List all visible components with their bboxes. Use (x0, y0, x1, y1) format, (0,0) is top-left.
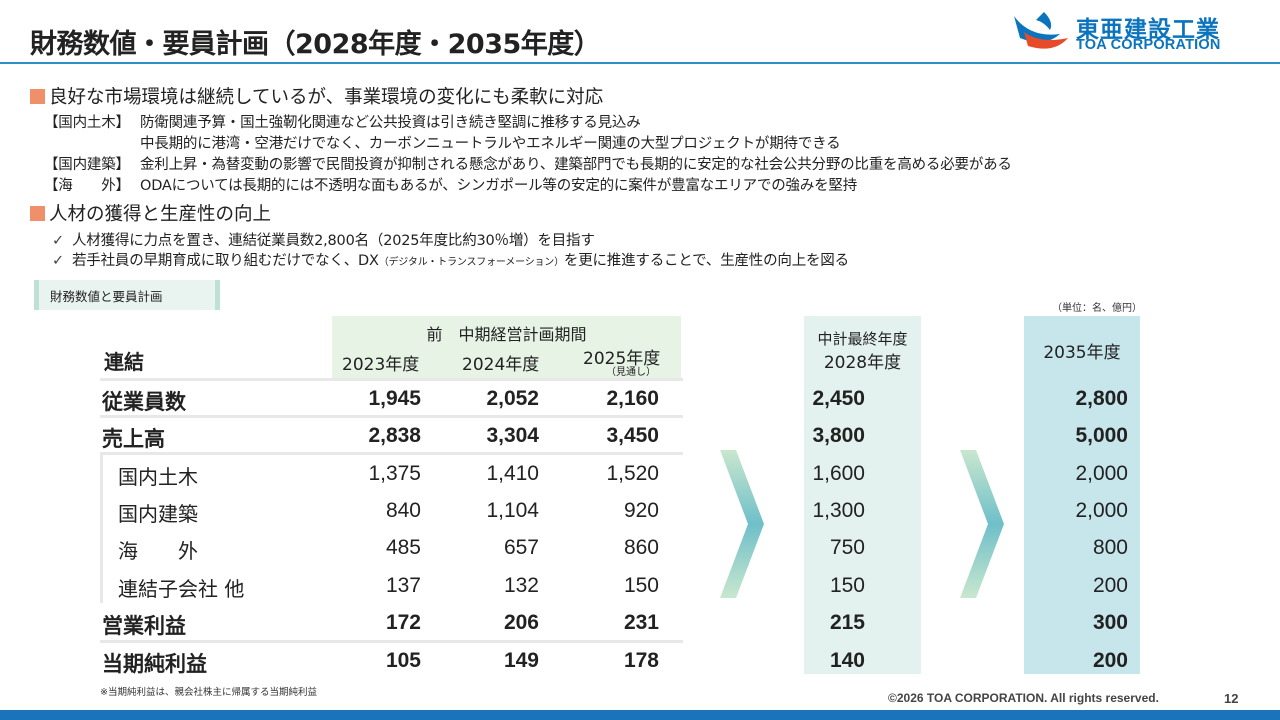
talent-item-hiring: ✓ 人材獲得に力点を置き、連結従業員数2,800名（2025年度比約30％増）を目… (52, 233, 595, 249)
table-row-civil: 国内土木 1,375 1,410 1,520 1,600 2,000 (118, 462, 1128, 489)
chevron-right-icon (960, 450, 1004, 598)
company-logo: 東亜建設工業 TOA CORPORATION (1010, 8, 1250, 58)
column-bg-2035 (1024, 316, 1140, 674)
logo-english-name: TOA CORPORATION (1076, 37, 1221, 53)
copyright: ©2026 TOA CORPORATION. All rights reserv… (888, 691, 1159, 705)
table-tag: 財務数値と要員計画 (34, 280, 220, 310)
corner-label: 連結 (104, 350, 144, 374)
column-bg-2028 (804, 316, 921, 674)
page-number: 12 (1224, 691, 1239, 706)
row-divider (100, 415, 683, 418)
footnote: ※当期純利益は、親会社株主に帰属する当期純利益 (100, 687, 317, 698)
header-2025-note: （見通し） (606, 367, 656, 378)
table-row-overseas: 海 外 485 657 860 750 800 (118, 536, 1128, 563)
header-2035: 2035年度 (1043, 343, 1121, 363)
header-2028-caption: 中計最終年度 (817, 330, 908, 348)
table-row-employees: 従業員数 1,945 2,052 2,160 2,450 2,800 (102, 387, 1128, 414)
page-title: 財務数値・要員計画（2028年度・2035年度） (30, 29, 601, 60)
bird-logo-icon (1014, 12, 1068, 49)
header-2024: 2024年度 (462, 355, 540, 375)
row-divider (100, 640, 683, 643)
header-bg-midterm (332, 316, 681, 379)
section-heading-market: 良好な市場環境は継続しているが、事業環境の変化にも柔軟に対応 (30, 83, 603, 109)
table-row-sales: 売上高 2,838 3,304 3,450 3,800 5,000 (102, 424, 1128, 451)
sub-bracket (100, 455, 103, 603)
section-heading-talent: 人材の獲得と生産性の向上 (30, 200, 271, 226)
header-midterm-period: 前 中期経営計画期間 (426, 325, 587, 344)
chevron-right-icon (720, 450, 764, 598)
table-row-subsidiaries: 連結子会社 他 137 132 150 150 200 (118, 574, 1128, 601)
market-line-civil: 【国内土木】 防衛関連予算・国土強靭化関連など公共投資は引き続き堅調に推移する見込… (44, 115, 641, 131)
table-row-building: 国内建築 840 1,104 920 1,300 2,000 (118, 499, 1128, 526)
header-divider (100, 378, 683, 381)
row-divider (100, 452, 683, 455)
check-icon: ✓ (52, 253, 64, 269)
bullet-square-icon (30, 205, 45, 221)
bullet-square-icon (30, 88, 45, 104)
market-line-building: 【国内建築】 金利上昇・為替変動の影響で民間投資が抑制される懸念があり、建築部門で… (44, 157, 1012, 173)
unit-label: （単位：名、億円） (1052, 303, 1142, 314)
header-2023: 2023年度 (342, 355, 420, 375)
market-line-civil-2: 中長期的に港湾・空港だけでなく、カーボンニュートラルやエネルギー関連の大型プロジ… (140, 136, 841, 152)
bottom-bar (0, 710, 1280, 720)
market-line-overseas: 【海 外】 ODAについては長期的には不透明な面もあるが、シンガポール等の安定的に… (44, 178, 858, 194)
title-divider (0, 62, 1280, 64)
header-2028: 2028年度 (823, 353, 902, 373)
table-row-net-income: 当期純利益 105 149 178 140 200 (102, 649, 1128, 676)
header-2025: 2025年度 (583, 349, 661, 369)
table-row-operating-profit: 営業利益 172 206 231 215 300 (102, 611, 1128, 638)
check-icon: ✓ (52, 233, 64, 249)
talent-item-dx: ✓ 若手社員の早期育成に取り組むだけでなく、DX（デジタル・トランスフォーメーショ… (52, 253, 849, 269)
logo-japanese-name: 東亜建設工業 (1076, 17, 1220, 43)
